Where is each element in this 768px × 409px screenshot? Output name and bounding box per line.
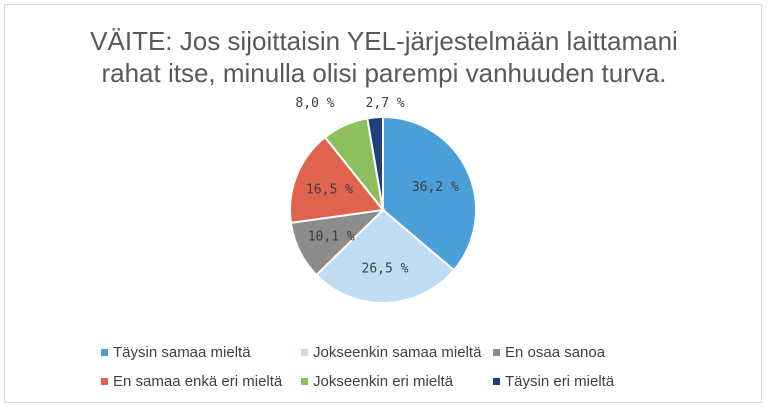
- data-label-taysin-samaa-mielta: 36,2 %: [412, 180, 459, 195]
- legend-label-taysin-eri-mielta: Täysin eri mieltä: [505, 373, 615, 390]
- chart-title-line-1: VÄITE: Jos sijoittaisin YEL-järjestelmää…: [90, 26, 678, 56]
- legend-label-jokseenkin-samaa-mielta: Jokseenkin samaa mieltä: [313, 344, 482, 361]
- legend-swatch-jokseenkin-samaa-mielta: [301, 349, 308, 356]
- legend-row-2: En samaa enkä eri mieltä Jokseenkin eri …: [101, 373, 701, 402]
- legend-swatch-en-samaa-enka-eri-mielta: [101, 378, 108, 385]
- chart-legend: Täysin samaa mieltä Jokseenkin samaa mie…: [101, 344, 701, 402]
- legend-row-1: Täysin samaa mieltä Jokseenkin samaa mie…: [101, 344, 701, 373]
- data-label-taysin-eri-mielta: 2,7 %: [366, 96, 405, 111]
- legend-item-jokseenkin-eri-mielta: Jokseenkin eri mieltä: [301, 373, 453, 390]
- pie-slices: [289, 115, 477, 304]
- legend-label-jokseenkin-eri-mielta: Jokseenkin eri mieltä: [313, 373, 454, 390]
- data-label-en-samaa-enka-eri-mielta: 16,5 %: [306, 183, 353, 198]
- legend-label-taysin-samaa-mielta: Täysin samaa mieltä: [113, 344, 251, 361]
- data-label-jokseenkin-eri-mielta: 8,0 %: [295, 96, 334, 111]
- legend-swatch-taysin-eri-mielta: [493, 378, 500, 385]
- pie-chart: 36,2 % 26,5 % 10,1 % 16,5 % 8,0 % 2,7 %: [289, 96, 477, 304]
- legend-item-taysin-samaa-mielta: Täysin samaa mieltä: [101, 344, 251, 361]
- legend-item-jokseenkin-samaa-mielta: Jokseenkin samaa mieltä: [301, 344, 481, 361]
- legend-item-en-osaa-sanoa: En osaa sanoa: [493, 344, 605, 361]
- pie-slice-en-samaa-enka-eri-mielta: [289, 135, 385, 224]
- chart-frame: VÄITE: Jos sijoittaisin YEL-järjestelmää…: [4, 4, 762, 403]
- data-label-en-osaa-sanoa: 10,1 %: [308, 229, 355, 244]
- legend-swatch-taysin-samaa-mielta: [101, 349, 108, 356]
- pie-slice-taysin-eri-mielta: [366, 115, 384, 211]
- pie-slice-jokseenkin-samaa-mielta: [315, 208, 456, 304]
- legend-swatch-en-osaa-sanoa: [493, 349, 500, 356]
- data-label-jokseenkin-samaa-mielta: 26,5 %: [362, 262, 409, 277]
- pie-slice-taysin-samaa-mielta: [382, 115, 477, 272]
- legend-swatch-jokseenkin-eri-mielta: [301, 378, 308, 385]
- legend-label-en-samaa-enka-eri-mielta: En samaa enkä eri mieltä: [113, 373, 283, 390]
- chart-title-line-2: rahat itse, minulla olisi parempi vanhuu…: [101, 58, 667, 88]
- chart-title: VÄITE: Jos sijoittaisin YEL-järjestelmää…: [5, 25, 763, 89]
- legend-item-en-samaa-enka-eri-mielta: En samaa enkä eri mieltä: [101, 373, 282, 390]
- legend-label-en-osaa-sanoa: En osaa sanoa: [505, 344, 606, 361]
- pie-data-labels: 36,2 % 26,5 % 10,1 % 16,5 % 8,0 % 2,7 %: [295, 96, 459, 277]
- legend-item-taysin-eri-mielta: Täysin eri mieltä: [493, 373, 614, 390]
